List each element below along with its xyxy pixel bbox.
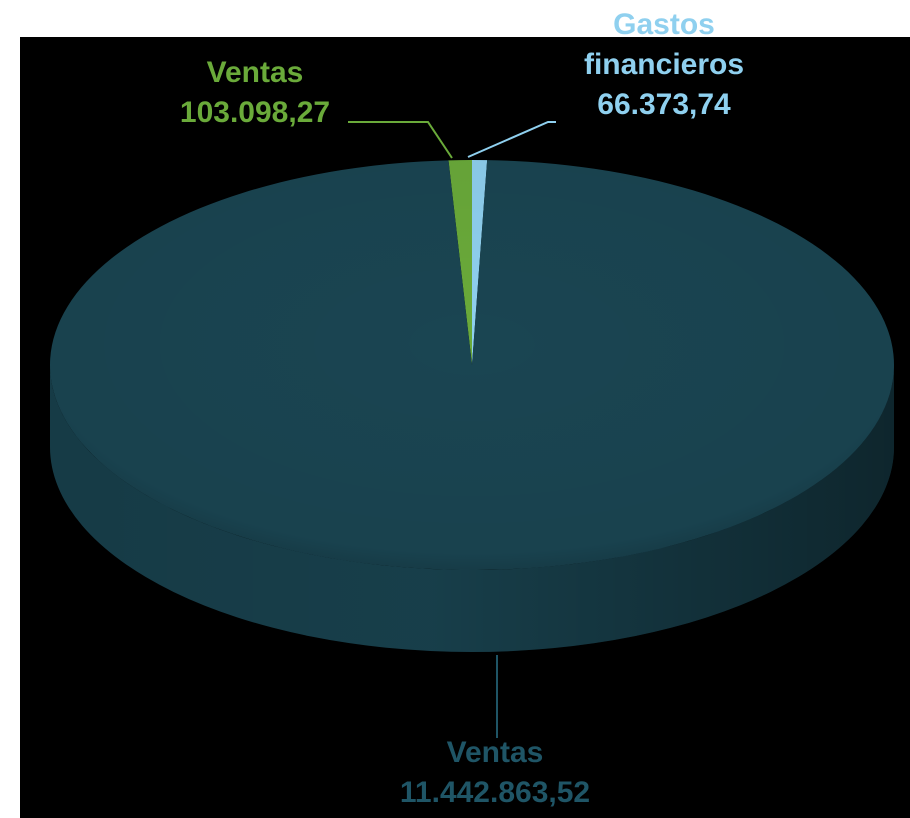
leader-line: [467, 121, 556, 158]
leader-line: [348, 121, 453, 159]
data-label-value: 66.373,74: [597, 88, 731, 121]
pie-side-shade: [50, 365, 894, 652]
data-label-value: 11.442.863,52: [400, 776, 590, 809]
data-label-category: Gastos financieros: [584, 8, 744, 81]
data-label-category: Ventas: [207, 56, 304, 89]
data-label-category: Ventas: [447, 736, 544, 769]
pie-top-shade: [50, 160, 894, 570]
data-label-value: 103.098,27: [180, 96, 330, 129]
